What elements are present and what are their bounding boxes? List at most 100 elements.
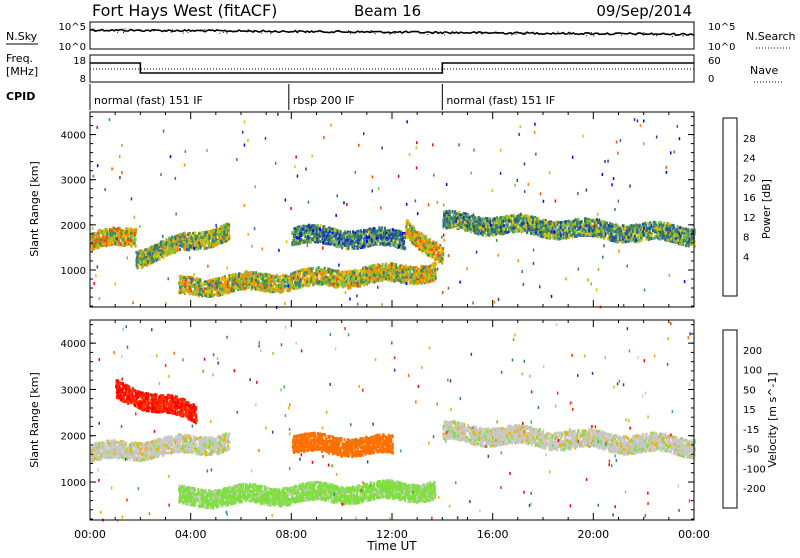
range-cell: [218, 231, 220, 234]
range-cell: [173, 250, 175, 253]
range-cell: [294, 286, 296, 289]
range-cell: [293, 285, 295, 288]
range-cell: [141, 266, 143, 269]
range-cell: [163, 246, 165, 249]
range-cell: [418, 275, 420, 278]
noise-search-dot: [599, 33, 600, 34]
range-cell: [209, 279, 211, 282]
range-cell: [213, 283, 215, 286]
range-cell: [176, 243, 178, 246]
range-cell: [247, 286, 249, 289]
range-cell: [399, 278, 401, 281]
range-cell: [189, 234, 191, 237]
noise-search-dot: [305, 32, 306, 33]
range-cell: [245, 278, 247, 281]
range-cell: [411, 241, 413, 244]
range-cell: [216, 286, 218, 289]
range-cell: [153, 260, 155, 263]
range-cell: [139, 255, 141, 258]
range-cell: [315, 226, 317, 229]
range-cell: [399, 231, 401, 234]
range-cell: [400, 246, 402, 249]
range-cell: [156, 244, 158, 247]
range-cell: [420, 245, 422, 248]
range-cell: [131, 236, 133, 239]
range-cell: [200, 246, 202, 249]
range-cell: [145, 261, 147, 264]
range-cell: [282, 274, 284, 277]
noise-search-dot: [350, 33, 351, 34]
nave-label: Nave: [750, 64, 778, 77]
range-cell: [231, 278, 233, 281]
range-cell: [372, 264, 374, 267]
range-cell: [363, 267, 365, 270]
range-cell: [396, 241, 398, 244]
noise-left-label: N.Sky: [6, 30, 38, 43]
noise-search-dot: [223, 32, 224, 33]
noise-search-dot: [563, 33, 564, 34]
range-cell: [387, 276, 389, 279]
range-cell: [312, 229, 314, 232]
noise-search-dot: [485, 32, 486, 33]
noise-search-dot: [183, 33, 184, 34]
range-cell: [435, 254, 437, 257]
range-cell: [337, 284, 339, 287]
range-cell: [130, 239, 132, 242]
range-cell: [338, 230, 340, 233]
range-cell: [408, 231, 410, 234]
range-cell: [410, 282, 412, 285]
range-cell: [374, 264, 376, 267]
range-cell: [209, 290, 211, 293]
range-cell: [198, 284, 200, 287]
range-cell: [152, 252, 154, 255]
noise-search-dot: [394, 33, 395, 34]
range-cell: [169, 251, 171, 254]
range-cell: [369, 228, 371, 231]
range-cell: [168, 237, 170, 240]
range-cell: [406, 222, 408, 225]
range-cell: [294, 271, 296, 274]
range-cell: [306, 276, 308, 279]
range-cell: [355, 277, 357, 280]
range-cell: [302, 276, 304, 279]
range-cell: [356, 272, 358, 275]
noise-search-dot: [418, 32, 419, 33]
range-cell: [127, 233, 129, 236]
range-cell: [354, 231, 356, 234]
range-cell: [339, 283, 341, 286]
range-cell: [300, 229, 302, 232]
range-cell: [182, 238, 184, 241]
range-cell: [296, 243, 298, 246]
range-cell: [181, 288, 183, 291]
range-cell: [180, 291, 182, 294]
range-cell: [422, 267, 424, 270]
freq-left-label-2: [MHz]: [6, 65, 38, 78]
range-cell: [235, 273, 237, 276]
range-cell: [433, 255, 435, 258]
noise-search-dot: [523, 32, 524, 33]
range-cell: [237, 284, 239, 287]
range-cell: [113, 236, 115, 239]
range-cell: [217, 233, 219, 236]
range-cell: [220, 235, 222, 238]
range-cell: [93, 245, 95, 248]
range-cell: [126, 230, 128, 233]
range-cell: [382, 263, 384, 266]
range-cell: [429, 243, 431, 246]
range-cell: [431, 264, 433, 267]
range-cell: [305, 283, 307, 286]
range-cell: [337, 270, 339, 273]
freq-right-tick-top: 60: [708, 56, 721, 67]
range-cell: [383, 233, 385, 236]
range-cell: [391, 262, 393, 265]
range-cell: [293, 277, 295, 280]
range-cell: [162, 254, 164, 257]
range-cell: [317, 224, 319, 227]
range-cell: [318, 239, 320, 242]
noise-trace: [90, 28, 694, 37]
range-cell: [193, 290, 195, 293]
range-cell: [185, 282, 187, 285]
range-cell: [180, 236, 182, 239]
range-cell: [349, 241, 351, 244]
